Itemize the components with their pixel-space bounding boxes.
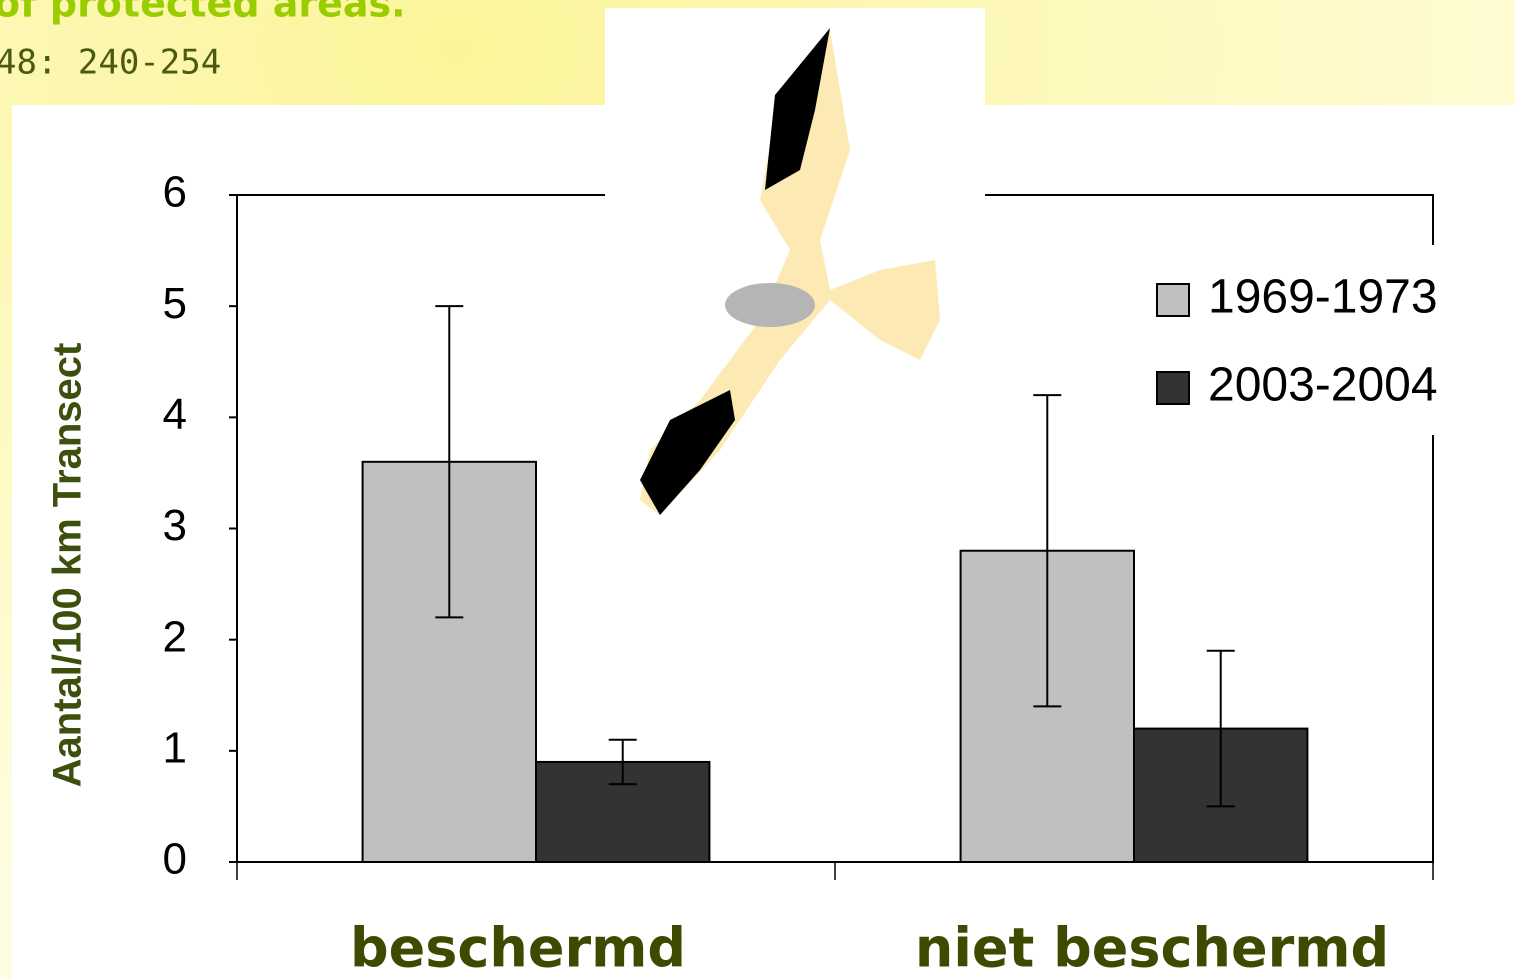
legend-label: 1969-1973 [1208,271,1438,324]
y-tick-label: 3 [163,501,187,550]
y-tick-label: 2 [163,612,187,661]
x-tick-label: niet beschermd [915,917,1389,979]
y-tick-label: 1 [163,723,187,772]
y-tick-label: 6 [163,168,187,217]
legend-swatch [1157,372,1189,404]
legend: 1969-1973 2003-2004 [1140,245,1515,435]
chart: of protected areas. 48: 240-254 Aantal/1… [0,0,1515,979]
y-tick-label: 4 [163,390,187,439]
y-axis-label: Aantal/100 km Transect [46,343,90,788]
legend-label: 2003-2004 [1208,359,1438,412]
x-tick-label: beschermd [350,917,686,979]
y-tick-label: 5 [163,279,187,328]
legend-swatch [1157,284,1189,316]
page: of protected areas. 48: 240-254 Aantal/1… [0,0,1515,979]
header-citation: 48: 240-254 [0,43,221,83]
header-title: of protected areas. [0,0,406,26]
bird-illustration [605,8,985,515]
y-tick-label: 0 [163,835,187,884]
bird-head [725,283,815,327]
